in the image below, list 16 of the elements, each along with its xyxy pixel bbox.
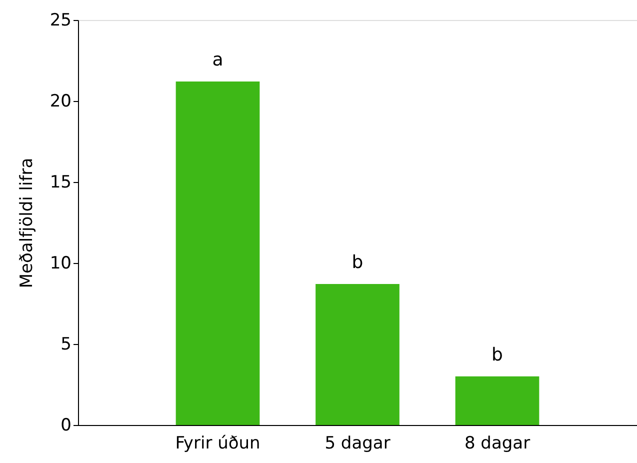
bar [176,82,260,425]
y-tick-label: 25 [50,10,72,30]
y-tick-label: 10 [50,254,72,274]
bar [316,284,400,425]
annotation: a [212,50,224,71]
x-tick-label: Fyrir úðun [175,434,260,454]
y-tick-label: 15 [50,172,72,192]
y-tick-label: 0 [60,416,72,436]
y-tick-label: 5 [60,334,72,354]
y-tick-label: 20 [50,92,72,112]
x-tick-label: 8 dagar [464,434,530,454]
x-tick-label: 5 dagar [324,434,390,454]
bar [455,376,540,425]
y-axis-title: Meðalfjöldi lifra [16,158,37,288]
annotation: b [352,252,364,274]
annotation: b [492,344,503,366]
